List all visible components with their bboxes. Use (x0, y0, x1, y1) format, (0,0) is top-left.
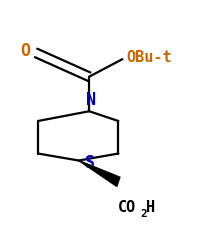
Text: CO: CO (118, 200, 136, 214)
Text: OBu-t: OBu-t (126, 50, 171, 65)
Polygon shape (78, 161, 119, 187)
Text: O: O (20, 42, 30, 60)
Text: 2: 2 (139, 208, 146, 218)
Text: S: S (84, 153, 94, 171)
Text: N: N (86, 91, 96, 109)
Text: H: H (145, 200, 154, 214)
